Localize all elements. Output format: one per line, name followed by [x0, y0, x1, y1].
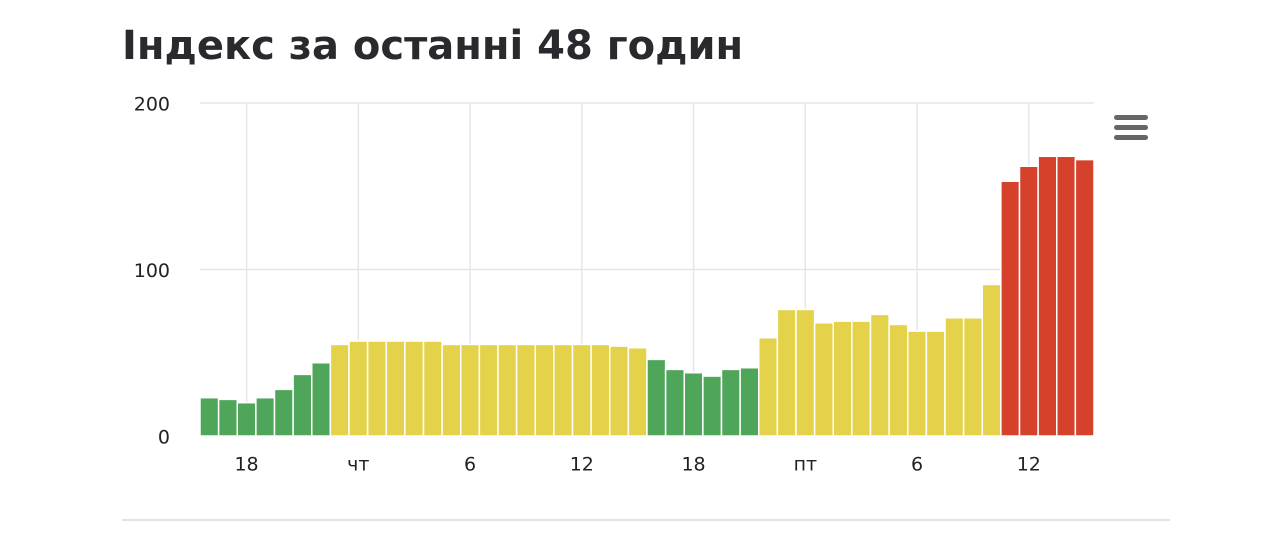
menu-bar[interactable] — [1114, 115, 1148, 120]
menu-bar[interactable] — [1114, 125, 1148, 130]
bar — [739, 366, 760, 437]
bar — [366, 340, 387, 437]
bar — [217, 398, 238, 437]
x-tick-label: чт — [347, 454, 369, 476]
chart-title: Індекс за останні 48 годин — [122, 23, 743, 69]
bar — [515, 343, 536, 437]
y-tick-label: 200 — [134, 94, 170, 116]
bar — [813, 322, 834, 437]
bar — [199, 396, 220, 437]
bar — [832, 320, 853, 437]
bar — [627, 347, 648, 437]
bar — [311, 361, 332, 437]
bar — [962, 317, 983, 437]
bar — [1056, 155, 1077, 437]
bar — [441, 343, 462, 437]
bar — [236, 401, 257, 437]
bar — [1018, 165, 1039, 437]
bar — [329, 343, 350, 437]
x-tick-label: 12 — [570, 454, 594, 476]
bar — [422, 340, 443, 437]
bar — [851, 320, 872, 437]
bar — [348, 340, 369, 437]
bar — [646, 358, 667, 437]
menu-icon[interactable] — [1114, 115, 1148, 140]
bar — [497, 343, 518, 437]
bar — [590, 343, 611, 437]
bar — [683, 371, 704, 437]
bar — [944, 317, 965, 437]
bar — [385, 340, 406, 437]
y-tick-label: 0 — [158, 427, 170, 449]
bar — [776, 308, 797, 437]
bar — [795, 308, 816, 437]
bar — [720, 368, 741, 437]
x-tick-label: 6 — [464, 454, 476, 476]
bar — [404, 340, 425, 437]
bar — [1037, 155, 1058, 437]
x-tick-label: 12 — [1017, 454, 1041, 476]
bar — [869, 313, 890, 437]
bar — [478, 343, 499, 437]
bar — [702, 375, 723, 437]
x-tick-label: пт — [794, 454, 818, 476]
menu-bar[interactable] — [1114, 135, 1148, 140]
bar — [907, 330, 928, 437]
bar — [273, 388, 294, 437]
x-tick-label: 18 — [681, 454, 705, 476]
bar — [609, 345, 630, 437]
bar — [292, 373, 313, 437]
bar — [571, 343, 592, 437]
bar — [553, 343, 574, 437]
x-tick-label: 18 — [234, 454, 258, 476]
y-tick-label: 100 — [134, 260, 170, 282]
bar — [664, 368, 685, 437]
bar — [981, 283, 1002, 437]
x-tick-label: 6 — [911, 454, 923, 476]
bar — [758, 337, 779, 437]
bar — [255, 396, 276, 437]
bar — [460, 343, 481, 437]
bar — [534, 343, 555, 437]
bar — [1074, 158, 1095, 437]
bar — [1000, 180, 1021, 437]
bar — [925, 330, 946, 437]
bar — [888, 323, 909, 437]
